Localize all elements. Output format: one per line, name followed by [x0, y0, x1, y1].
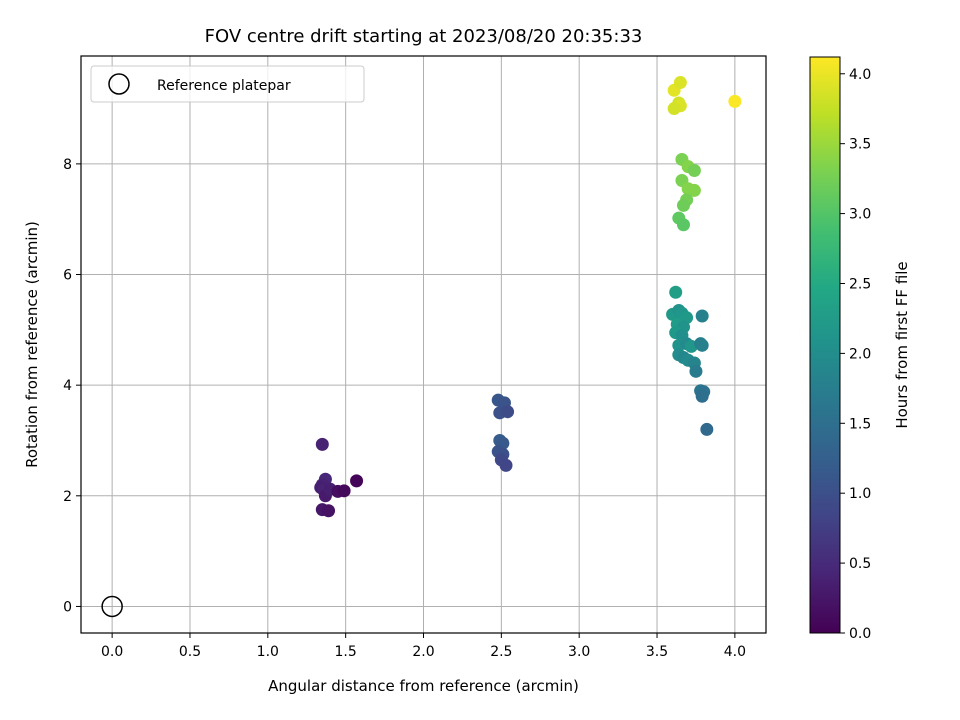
x-axis-label: Angular distance from reference (arcmin)	[268, 677, 579, 695]
x-tick-label: 3.5	[646, 644, 668, 660]
data-point	[669, 285, 683, 299]
reference-platepar-marker	[101, 595, 123, 618]
data-point	[673, 76, 687, 90]
data-point	[676, 218, 690, 232]
data-point	[687, 164, 701, 178]
data-point	[499, 458, 513, 472]
x-tick-label: 2.0	[412, 644, 434, 660]
colorbar-tick-label: 1.0	[849, 486, 871, 502]
y-tick-label: 0	[63, 599, 72, 615]
data-point	[695, 338, 709, 352]
gridlines	[81, 56, 766, 633]
colorbar-ticks: 0.0 0.5 1.0 1.5 2.0 2.5 3.0 3.5 4.0	[840, 67, 871, 642]
data-point	[315, 437, 329, 451]
data-point	[350, 474, 364, 488]
x-tick-label: 0.0	[101, 644, 123, 660]
colorbar	[809, 56, 841, 634]
x-tick-label: 2.5	[490, 644, 512, 660]
colorbar-tick-label: 2.0	[849, 346, 871, 362]
legend: Reference platepar	[90, 65, 365, 103]
data-point	[676, 198, 690, 212]
data-point	[695, 309, 709, 323]
y-axis-label: Rotation from reference (arcmin)	[23, 221, 41, 468]
data-point	[667, 102, 681, 116]
y-tick-label: 4	[63, 378, 72, 394]
data-point	[728, 94, 742, 108]
colorbar-tick-label: 0.5	[849, 556, 871, 572]
data-point	[695, 389, 709, 403]
y-tick-label: 6	[63, 268, 72, 284]
data-point	[322, 504, 336, 518]
x-tick-label: 4.0	[724, 644, 746, 660]
x-tick-label: 1.0	[257, 644, 279, 660]
legend-box	[90, 65, 365, 103]
data-points	[314, 76, 742, 518]
colorbar-tick-label: 3.5	[849, 137, 871, 153]
data-point	[501, 405, 515, 419]
reference-marker-layer	[101, 595, 123, 618]
colorbar-tick-label: 3.0	[849, 207, 871, 223]
colorbar-tick-label: 2.5	[849, 276, 871, 292]
x-tick-label: 3.0	[568, 644, 590, 660]
x-tick-label: 0.5	[179, 644, 201, 660]
data-point	[337, 484, 351, 498]
colorbar-tick-label: 0.0	[849, 626, 871, 642]
x-axis-ticks: 0.0 0.5 1.0 1.5 2.0 2.5 3.0 3.5 4.0	[101, 633, 746, 660]
data-point	[700, 422, 714, 436]
legend-marker-circle-icon	[108, 73, 130, 95]
legend-label: Reference platepar	[157, 78, 291, 94]
chart-title: FOV centre drift starting at 2023/08/20 …	[205, 26, 643, 47]
y-tick-label: 8	[63, 157, 72, 173]
y-axis-ticks: 0 2 4 6 8	[63, 157, 81, 615]
colorbar-label: Hours from first FF file	[893, 261, 911, 428]
x-tick-label: 1.5	[335, 644, 357, 660]
data-point	[687, 183, 701, 197]
data-point	[689, 364, 703, 378]
colorbar-tick-label: 1.5	[849, 416, 871, 432]
y-tick-label: 2	[63, 489, 72, 505]
colorbar-tick-label: 4.0	[849, 67, 871, 83]
